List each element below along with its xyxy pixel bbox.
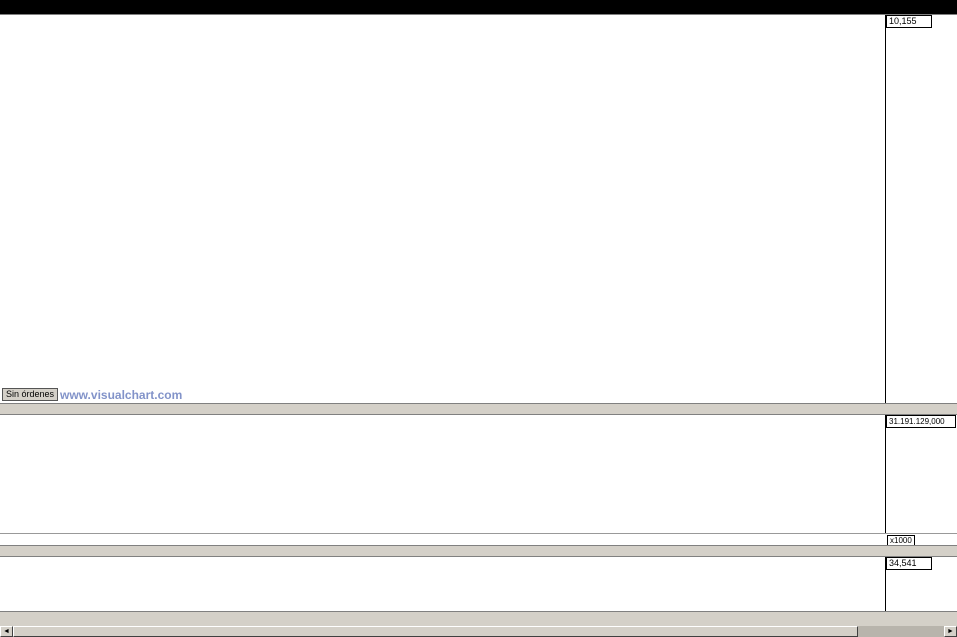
obv-panel: 22715433.139 31.191.129,000 (0, 415, 957, 533)
dm-indicator-header (0, 545, 957, 557)
visualchart-watermark: www.visualchart.com (60, 388, 183, 402)
obv-line-svg (0, 415, 885, 533)
dm-scale[interactable]: 34,541 (885, 557, 957, 611)
obv-chart[interactable]: 22715433.139 (0, 415, 885, 533)
sin-ordenes-button[interactable]: Sin órdenes (2, 388, 59, 401)
obv-axis-strip: x1000 (0, 533, 957, 546)
price-panel: 11.700 8.580 Sin órdenes www.visualchart… (0, 14, 957, 403)
candlestick-svg (0, 15, 885, 403)
scrollbar-thumb[interactable] (13, 626, 858, 637)
dm-panel: 34,541 (0, 557, 957, 611)
scroll-left-button[interactable]: ◄ (0, 626, 13, 637)
scroll-right-button[interactable]: ► (944, 626, 957, 637)
dm-value-badge: 34,541 (886, 557, 932, 570)
dm-chart[interactable] (0, 557, 885, 611)
last-price-badge: 10,155 (886, 15, 932, 28)
obv-scale[interactable]: 31.191.129,000 (885, 415, 957, 533)
price-scale[interactable]: 10,155 (885, 15, 957, 403)
obv-value-badge: 31.191.129,000 (886, 415, 956, 428)
dm-lines-svg (0, 557, 885, 611)
title-bar (0, 0, 957, 14)
obv-indicator-header (0, 403, 957, 415)
time-axis[interactable] (0, 611, 957, 626)
horizontal-scrollbar[interactable]: ◄ ► (0, 626, 957, 637)
price-chart[interactable]: 11.700 8.580 Sin órdenes www.visualchart… (0, 15, 885, 403)
